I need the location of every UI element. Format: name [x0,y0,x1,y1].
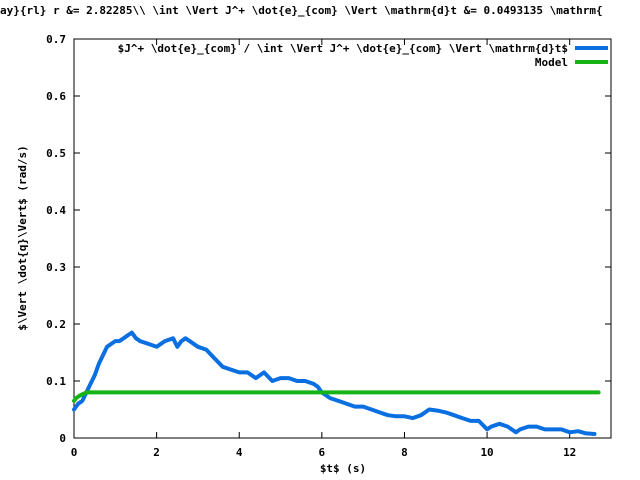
y-tick-label: 0.3 [46,261,66,274]
series-layer [74,333,599,434]
legend: $J^+ \dot{e}_{com} / \int \Vert J^+ \dot… [118,42,608,69]
x-tick-label: 4 [236,446,243,459]
plot-frame [74,39,611,438]
x-tick-label: 2 [153,446,160,459]
series-line-1 [74,333,595,434]
y-axis: 0 0.1 0.2 0.3 0.4 0.5 0.6 0.7 [46,33,611,445]
legend-label-2: Model [535,56,568,69]
chart-title: ay}{rl} r &= 2.82285\\ \int \Vert J^+ \d… [0,4,603,17]
x-tick-label: 8 [401,446,408,459]
y-tick-label: 0.7 [46,33,66,46]
y-tick-label: 0.4 [46,204,66,217]
x-tick-label: 6 [319,446,326,459]
y-axis-label: $\Vert \dot{q}\Vert$ (rad/s) [16,145,29,330]
x-tick-label: 10 [480,446,493,459]
x-tick-label: 12 [563,446,576,459]
y-tick-label: 0.2 [46,318,66,331]
x-axis: 0 2 4 6 8 10 12 [71,39,577,459]
legend-label-1: $J^+ \dot{e}_{com} / \int \Vert J^+ \dot… [118,42,568,55]
x-axis-label: $t$ (s) [320,462,366,475]
y-tick-label: 0.1 [46,375,66,388]
x-tick-label: 0 [71,446,78,459]
y-tick-label: 0 [59,432,66,445]
y-tick-label: 0.6 [46,90,66,103]
y-tick-label: 0.5 [46,147,66,160]
